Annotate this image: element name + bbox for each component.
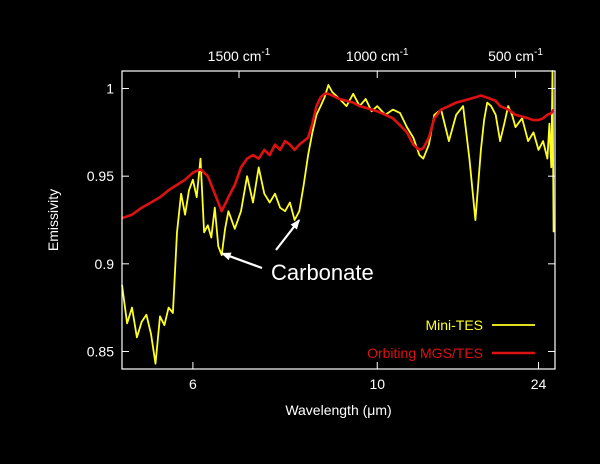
- annotation-arrow: [275, 219, 301, 251]
- annotation-arrow: [220, 252, 263, 270]
- annotation-label: Carbonate: [271, 260, 374, 285]
- series-line-mini-tes: [121, 70, 555, 365]
- legend: Mini-TES Orbiting MGS/TES: [367, 317, 535, 361]
- y-tick-label: 1: [106, 81, 114, 97]
- x-tick-label: 24: [531, 376, 547, 392]
- top-tick-label: 500 cm-1: [488, 47, 543, 64]
- legend-label: Orbiting MGS/TES: [367, 345, 483, 361]
- y-tick-label: 0.95: [87, 168, 114, 184]
- series-line-mgs-tes: [121, 92, 555, 220]
- top-tick-label: 1500 cm-1: [208, 47, 271, 64]
- top-tick-label: 1000 cm-1: [346, 47, 409, 64]
- x-tick-label: 10: [369, 376, 385, 392]
- x-axis-label: Wavelength (μm): [285, 402, 391, 418]
- plot-lines: [121, 70, 555, 365]
- y-axis-label: Emissivity: [45, 189, 61, 251]
- y-axis: 0.85 0.9 0.95 1: [87, 81, 555, 359]
- carbonate-annotation: Carbonate: [220, 219, 374, 285]
- y-tick-label: 0.9: [95, 256, 115, 272]
- top-axis: 1500 cm-1 1000 cm-1 500 cm-1: [208, 47, 543, 78]
- y-tick-label: 0.85: [87, 343, 114, 359]
- legend-label: Mini-TES: [425, 317, 483, 333]
- x-axis: 6 10 24: [189, 362, 547, 392]
- x-tick-label: 6: [189, 376, 197, 392]
- plot-frame: [121, 70, 556, 370]
